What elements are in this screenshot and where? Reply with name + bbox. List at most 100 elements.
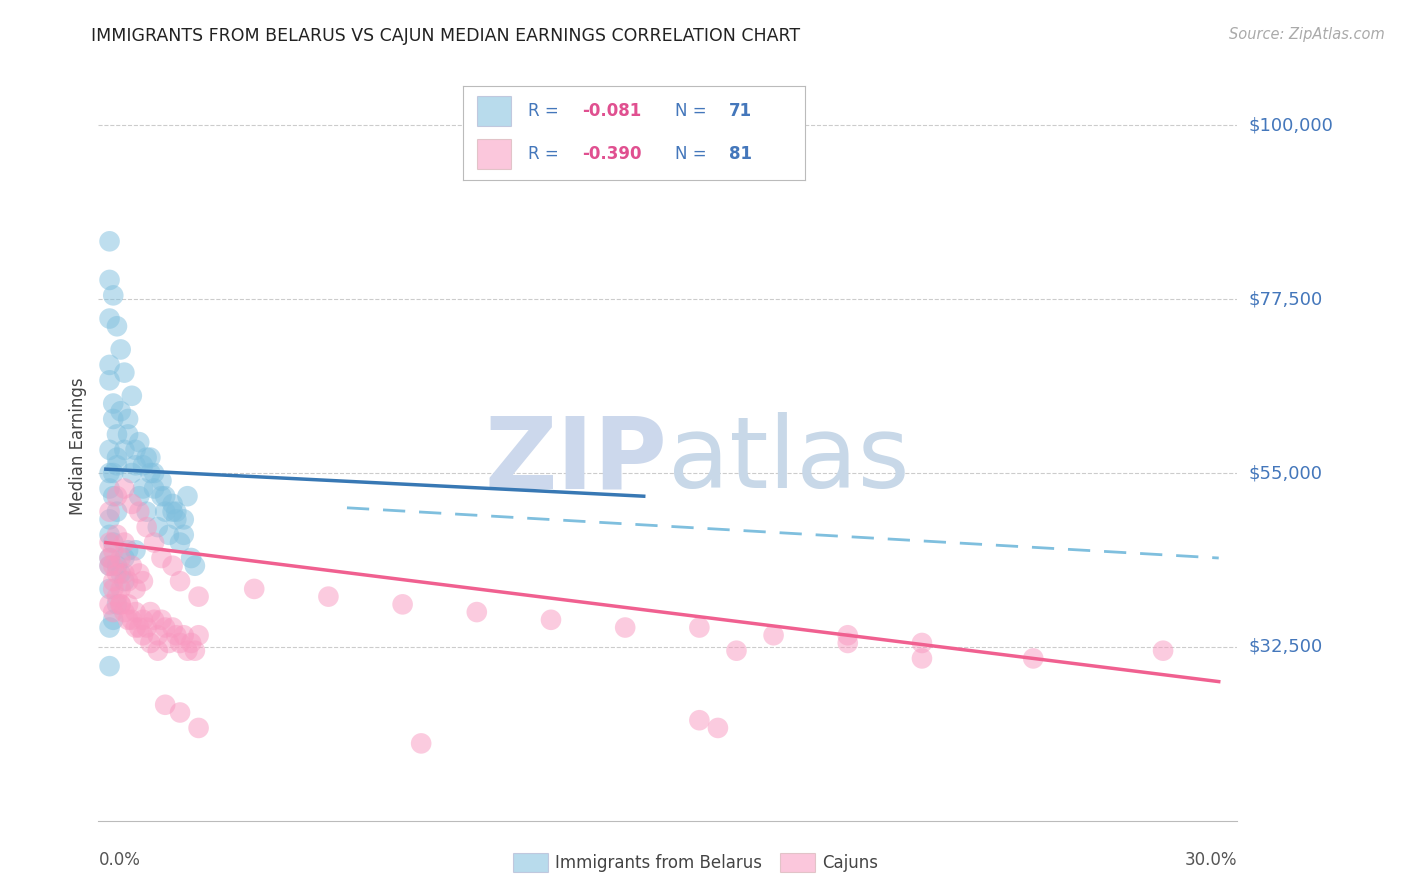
Point (540, 613, 562, 627)
Point (153, 505, 176, 519)
Point (98, 558, 121, 573)
Point (121, 613, 143, 627)
Point (153, 489, 176, 503)
Point (105, 450, 128, 465)
Y-axis label: Median Earnings: Median Earnings (69, 377, 87, 515)
Point (98, 235, 121, 249)
Point (614, 621, 637, 635)
Point (103, 489, 125, 503)
Point (112, 566, 135, 581)
Point (98, 466, 121, 480)
Point (153, 621, 176, 635)
Point (103, 288, 125, 302)
Point (139, 605, 162, 619)
Point (128, 505, 150, 519)
Point (132, 613, 155, 627)
Text: IMMIGRANTS FROM BELARUS VS CAJUN MEDIAN EARNINGS CORRELATION CHART: IMMIGRANTS FROM BELARUS VS CAJUN MEDIAN … (91, 27, 800, 45)
Point (98, 551, 121, 566)
Point (98, 621, 121, 635)
Text: Immigrants from Belarus: Immigrants from Belarus (555, 854, 762, 871)
Point (105, 590, 128, 604)
Point (124, 582, 146, 596)
Text: $32,500: $32,500 (1249, 638, 1323, 656)
Point (411, 736, 433, 750)
Point (180, 636, 202, 650)
Point (121, 389, 143, 403)
Point (112, 442, 135, 457)
Point (150, 551, 173, 566)
Point (112, 551, 135, 566)
Point (150, 474, 173, 488)
Point (707, 721, 730, 735)
Point (318, 590, 340, 604)
Point (98, 482, 121, 496)
Point (911, 651, 934, 665)
Text: $77,500: $77,500 (1249, 290, 1323, 309)
Point (135, 505, 157, 519)
Point (105, 598, 128, 612)
Point (143, 535, 166, 549)
Point (98, 273, 121, 287)
Point (124, 621, 146, 635)
Point (135, 450, 157, 465)
Point (688, 621, 710, 635)
Point (124, 543, 146, 558)
Point (110, 343, 132, 357)
Point (391, 598, 413, 612)
Point (162, 505, 184, 519)
Point (105, 558, 128, 573)
Point (465, 605, 488, 619)
Point (98, 528, 121, 542)
Point (173, 528, 195, 542)
Point (128, 489, 150, 503)
Point (169, 535, 191, 549)
Point (132, 628, 155, 642)
Point (110, 598, 132, 612)
Point (837, 636, 859, 650)
Point (143, 613, 166, 627)
Point (103, 582, 125, 596)
Point (725, 643, 748, 657)
Point (165, 512, 187, 526)
Point (103, 535, 125, 549)
Point (184, 643, 207, 657)
Point (146, 628, 169, 642)
Point (117, 613, 139, 627)
Point (173, 512, 195, 526)
Point (117, 543, 139, 558)
Point (105, 319, 128, 334)
Point (143, 482, 166, 496)
Point (121, 497, 143, 511)
Point (124, 442, 146, 457)
Point (162, 558, 184, 573)
Point (112, 535, 135, 549)
Point (117, 598, 139, 612)
Point (124, 605, 146, 619)
Point (112, 366, 135, 380)
Point (110, 566, 132, 581)
Point (146, 520, 169, 534)
Text: $55,000: $55,000 (1249, 464, 1323, 482)
Point (121, 558, 143, 573)
Point (128, 435, 150, 450)
Point (243, 582, 266, 596)
Point (169, 706, 191, 720)
Point (105, 458, 128, 473)
Point (911, 636, 934, 650)
Point (688, 713, 710, 727)
Point (153, 698, 176, 712)
Point (176, 489, 198, 503)
Point (98, 311, 121, 326)
Point (117, 574, 139, 589)
Point (187, 721, 209, 735)
Point (157, 528, 180, 542)
Text: $100,000: $100,000 (1249, 117, 1333, 135)
Point (98, 558, 121, 573)
Point (132, 482, 155, 496)
Point (105, 489, 128, 503)
Point (837, 628, 859, 642)
Point (139, 450, 162, 465)
Point (187, 590, 209, 604)
Point (162, 621, 184, 635)
Point (128, 621, 150, 635)
